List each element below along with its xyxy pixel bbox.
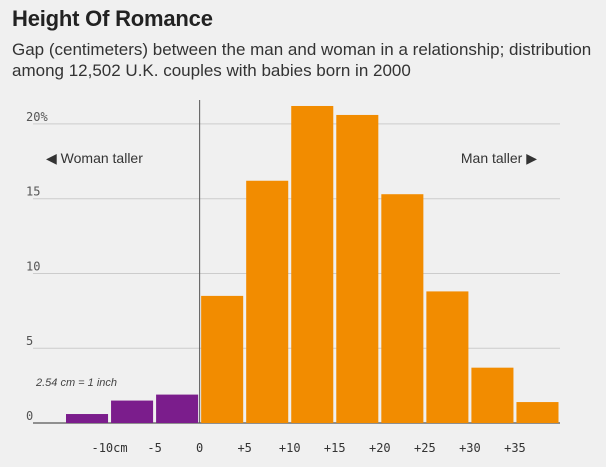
bar — [291, 105, 334, 424]
bar — [156, 394, 199, 423]
x-tick-label: +10 — [279, 441, 301, 455]
bar — [381, 194, 424, 423]
bars — [66, 105, 559, 424]
bar — [471, 367, 514, 423]
x-tick-label: -10cm — [91, 441, 127, 455]
x-tick-label: +20 — [369, 441, 391, 455]
chart-title: Height Of Romance — [12, 6, 213, 31]
bar — [66, 414, 109, 423]
conversion-note: 2.54 cm = 1 inch — [35, 377, 117, 389]
x-tick-label: +25 — [414, 441, 436, 455]
y-tick-label: 20% — [26, 110, 48, 124]
man-taller-label: Man taller ▶ — [461, 150, 537, 166]
x-tick-label: +35 — [504, 441, 526, 455]
y-tick-labels: 20% 15 10 5 0 — [26, 110, 48, 423]
bar — [426, 291, 469, 423]
x-tick-labels: -10cm -5 0 +5 +10 +15 +20 +25 +30 +35 — [91, 441, 525, 455]
x-tick-label: 0 — [196, 441, 203, 455]
y-tick-label: 15 — [26, 185, 40, 199]
bar — [336, 114, 379, 423]
y-tick-label: 5 — [26, 334, 33, 348]
y-tick-label: 0 — [26, 409, 33, 423]
chart-subtitle: Gap (centimeters) between the man and wo… — [12, 40, 592, 80]
x-tick-label: +15 — [324, 441, 346, 455]
bar — [246, 180, 289, 423]
x-tick-label: +5 — [237, 441, 251, 455]
x-tick-label: +30 — [459, 441, 481, 455]
bar — [111, 400, 154, 423]
woman-taller-label: ◀ Woman taller — [46, 150, 143, 166]
y-tick-label: 10 — [26, 259, 40, 273]
bar — [201, 295, 244, 423]
bar — [516, 402, 559, 423]
x-tick-label: -5 — [147, 441, 161, 455]
